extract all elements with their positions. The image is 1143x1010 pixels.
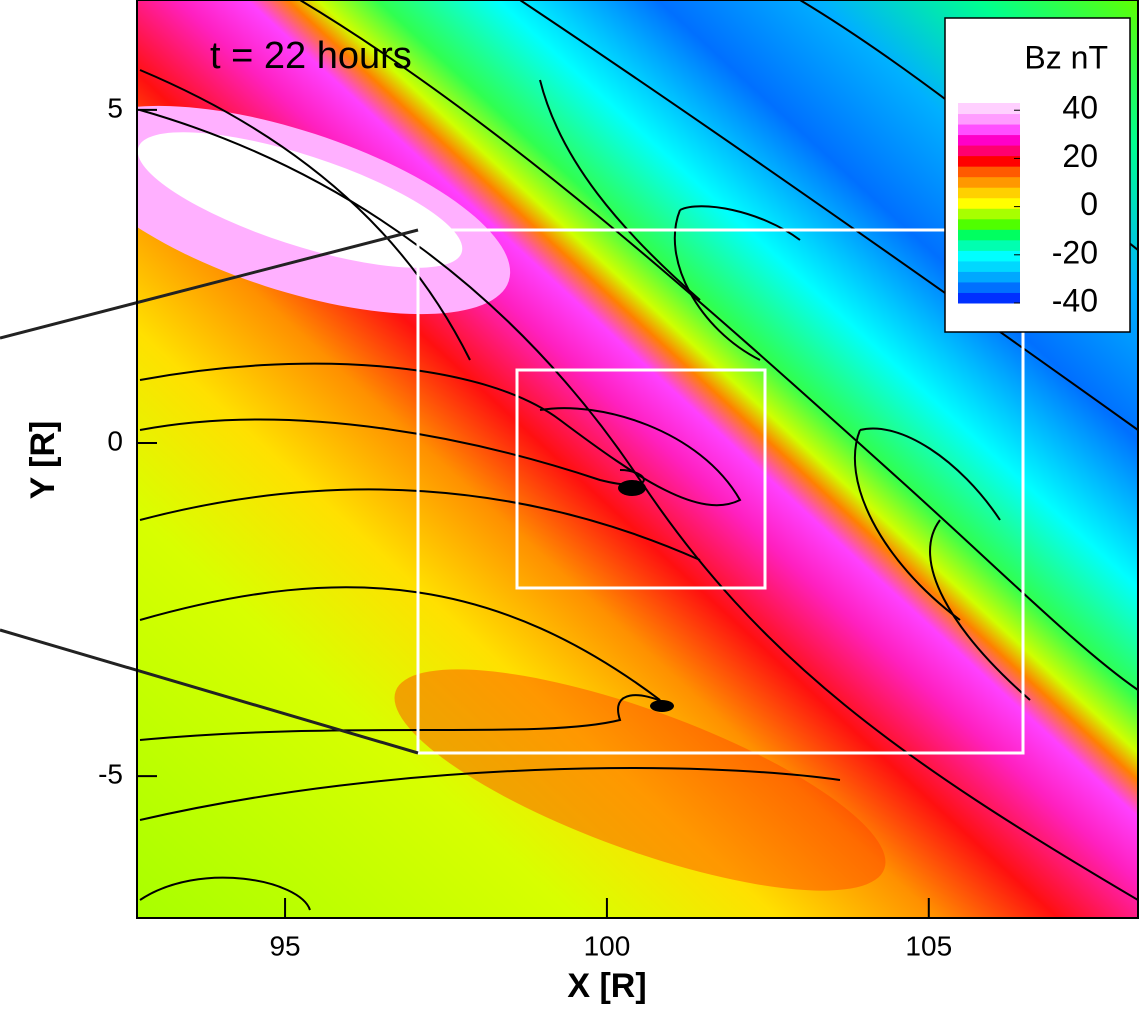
colorbar-band (958, 155, 1020, 167)
colorbar-band (958, 239, 1020, 251)
zoom-connector (0, 628, 419, 755)
streamlines (139, 0, 1138, 911)
colorbar-tick-label: -40 (1052, 282, 1098, 318)
streamline (539, 79, 701, 301)
colorbar-tick-label: 0 (1080, 186, 1098, 222)
x-tick-label: 100 (584, 930, 631, 961)
bz-lobe (394, 669, 886, 891)
y-tick-label: -5 (98, 758, 123, 789)
y-axis-label: Y [R] (24, 421, 62, 500)
colorbar-band (958, 124, 1020, 136)
plot-frame (136, 0, 1139, 919)
colorbar-tick-label: 40 (1062, 90, 1098, 126)
colorbar-band (958, 145, 1020, 157)
colorbar-band (958, 113, 1020, 125)
colorbar-band (958, 271, 1020, 283)
colorbar-band (958, 187, 1020, 199)
x-tick-label: 105 (905, 930, 952, 961)
streamline (139, 694, 671, 741)
colorbar-band (958, 250, 1020, 262)
colorbar-band (958, 134, 1020, 146)
colorbar-band (958, 166, 1020, 178)
streamline (929, 519, 1031, 701)
zoom-box-outer (416, 228, 1025, 755)
colorbar-band (958, 176, 1020, 188)
streamline (139, 362, 742, 507)
streamline (139, 488, 701, 561)
bz-peak-core (137, 132, 463, 268)
x-tick-label: 95 (269, 930, 300, 961)
colorbar-band (958, 103, 1020, 115)
colorbar-band (958, 260, 1020, 272)
colorbar-band (958, 197, 1020, 209)
streamline (139, 876, 311, 911)
colorbar-band (958, 292, 1020, 304)
x-axis-label: X [R] (567, 967, 646, 1005)
streamline (139, 418, 645, 486)
colorbar-band (958, 218, 1020, 230)
colorbar-band (958, 281, 1020, 293)
streamline (139, 767, 841, 821)
annotation: t = 22 hours (210, 35, 412, 77)
y-tick-label: 5 (107, 92, 123, 123)
colorbar-band (958, 208, 1020, 220)
streamline (139, 69, 471, 361)
streamline (853, 427, 1001, 621)
null-point (618, 480, 646, 496)
colorbar-band (958, 229, 1020, 241)
streamline (139, 109, 1138, 901)
colorbar-tick-label: 20 (1062, 138, 1098, 174)
streamline (299, 0, 1138, 691)
zoom-connector (0, 228, 419, 340)
colorbar-tick-label: -20 (1052, 234, 1098, 270)
null-point (650, 700, 674, 712)
y-tick-label: 0 (107, 425, 123, 456)
zoom-box-inner (515, 368, 767, 590)
colorbar-title: Bz nT (1024, 39, 1108, 75)
streamline (519, 0, 1138, 431)
